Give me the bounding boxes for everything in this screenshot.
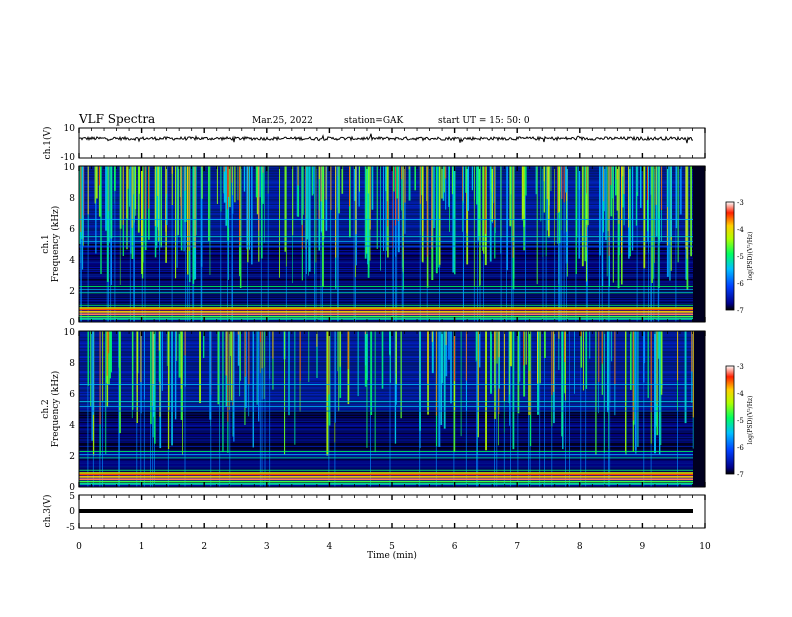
ch2-freq-tick-10: 10 — [64, 328, 76, 338]
ch2-freq-tick-4: 4 — [69, 421, 75, 431]
ch2-spectrogram-panel: 10 8 6 4 2 0 ch.2 Frequency (kHz) — [41, 328, 706, 493]
xtick-label-5: 5 — [389, 542, 395, 552]
ch1-freq-tick-0: 0 — [69, 318, 75, 328]
ch2-freq-tick-2: 2 — [69, 452, 75, 462]
ch2-colorbar: -3 -4 -5 -6 -7 log(PSD)(V²/Hz) — [725, 363, 754, 479]
xtick-label-8: 8 — [577, 542, 583, 552]
ch1-colorbar-tick-m5: -5 — [737, 253, 744, 261]
ch1-colorbar-label: log(PSD)(V²/Hz) — [747, 232, 754, 281]
ch1-spectrogram-image — [79, 166, 693, 323]
ch3-ytick-mid: 0 — [69, 507, 75, 517]
ch2-colorbar-tick-m7: -7 — [737, 471, 744, 479]
ch2-colorbar-tick-m5: -5 — [737, 417, 744, 425]
ch1-freq-tick-2: 2 — [69, 287, 75, 297]
ch1-freq-tick-4: 4 — [69, 256, 75, 266]
ch2-spectrogram-channel-label: ch.2 — [41, 399, 51, 418]
ch1-ytick-top: 10 — [64, 124, 76, 134]
xtick-label-6: 6 — [452, 542, 458, 552]
ch3-waveform-ylabel: ch.3(V) — [42, 495, 53, 528]
ch1-freq-tick-8: 8 — [69, 194, 75, 204]
ch2-freq-tick-8: 8 — [69, 359, 75, 369]
ch2-freq-tick-6: 6 — [69, 390, 75, 400]
xtick-label-9: 9 — [640, 542, 646, 552]
xtick-label-7: 7 — [514, 542, 520, 552]
time-axis-ticks — [78, 128, 706, 528]
ch1-colorbar-gradient — [725, 201, 735, 311]
ch2-freq-tick-0: 0 — [69, 483, 75, 493]
ch1-colorbar-tick-m7: -7 — [737, 307, 744, 315]
ch2-spectrogram-image — [79, 331, 694, 488]
start-time-label: start UT = 15: 50: 0 — [438, 116, 530, 126]
ch2-spectrogram-ylabel: Frequency (kHz) — [50, 371, 61, 448]
ch1-spectrogram-ylabel: Frequency (kHz) — [50, 206, 61, 283]
ch1-spectrogram-panel: 10 8 6 4 2 0 ch.1 Frequency (kHz) — [41, 163, 706, 328]
ch1-spectrogram-channel-label: ch.1 — [41, 234, 51, 253]
figure-title: VLF Spectra — [78, 112, 155, 126]
ch2-colorbar-tick-m6: -6 — [737, 444, 744, 452]
xtick-label-0: 0 — [76, 542, 82, 552]
xtick-label-10: 10 — [699, 542, 711, 552]
ch2-colorbar-gradient — [725, 365, 735, 475]
ch1-colorbar-tick-m6: -6 — [737, 280, 744, 288]
xtick-label-4: 4 — [327, 542, 333, 552]
ch1-freq-tick-6: 6 — [69, 225, 75, 235]
ch1-colorbar: -3 -4 -5 -6 -7 log(PSD)(V²/Hz) — [725, 199, 754, 315]
ch3-ytick-bottom: -5 — [66, 523, 75, 533]
ch2-colorbar-tick-m4: -4 — [737, 390, 744, 398]
ch1-freq-tick-10: 10 — [64, 163, 76, 173]
xtick-label-2: 2 — [201, 542, 207, 552]
date-label: Mar.25, 2022 — [252, 116, 313, 126]
ch1-ytick-bottom: -10 — [61, 153, 76, 163]
ch3-waveform-line — [79, 509, 693, 513]
xtick-label-1: 1 — [139, 542, 145, 552]
ch1-colorbar-tick-m4: -4 — [737, 226, 744, 234]
xtick-label-3: 3 — [264, 542, 270, 552]
ch2-colorbar-tick-m3: -3 — [737, 363, 744, 371]
ch3-ytick-top: 5 — [69, 492, 75, 502]
ch1-waveform-ylabel: ch.1(V) — [42, 127, 53, 160]
ch1-waveform-line — [78, 133, 693, 144]
ch3-waveform-panel: 5 0 -5 ch.3(V) — [42, 492, 706, 533]
x-axis-label: Time (min) — [367, 550, 417, 561]
ch2-colorbar-label: log(PSD)(V²/Hz) — [747, 396, 754, 445]
ch1-colorbar-tick-m3: -3 — [737, 199, 744, 207]
station-label: station=GAK — [344, 116, 404, 126]
